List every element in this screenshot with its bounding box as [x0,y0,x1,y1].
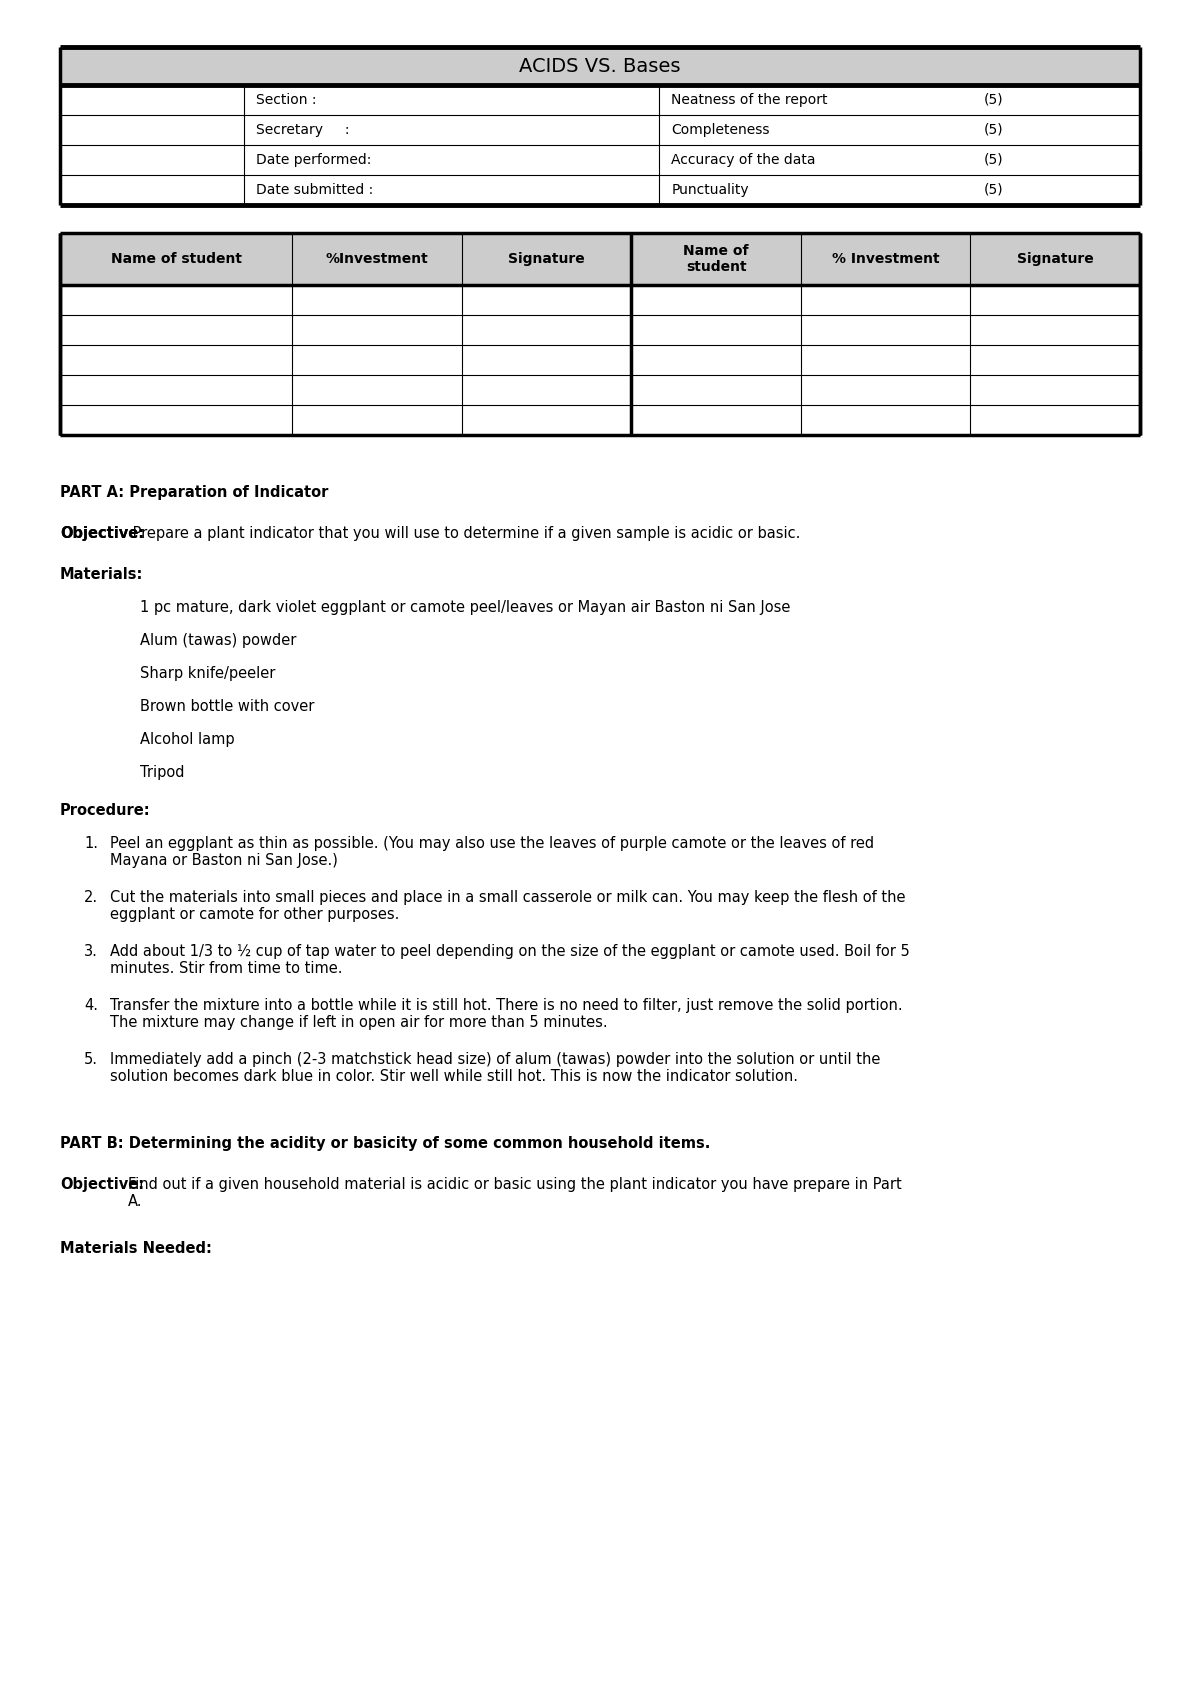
Text: Immediately add a pinch (2-3 matchstick head size) of alum (tawas) powder into t: Immediately add a pinch (2-3 matchstick … [110,1052,881,1084]
Text: (5): (5) [984,153,1003,166]
Text: 1.: 1. [84,837,98,850]
Bar [60,232,1140,285]
Text: % Investment: % Investment [832,251,940,266]
Text: 2.: 2. [84,889,98,905]
Text: Secretary     :: Secretary : [256,122,349,137]
Text: Brown bottle with cover: Brown bottle with cover [140,699,314,714]
Text: Completeness: Completeness [672,122,770,137]
Text: Section :: Section : [256,93,316,107]
Text: Peel an eggplant as thin as possible. (You may also use the leaves of purple cam: Peel an eggplant as thin as possible. (Y… [110,837,874,869]
Text: Alum (tawas) powder: Alum (tawas) powder [140,633,296,648]
Text: Date performed:: Date performed: [256,153,371,166]
Text: 4.: 4. [84,998,98,1013]
Text: Materials:: Materials: [60,567,143,582]
Text: Objective: Prepare a plant indicator that you will use to determine if a given s: Objective: Prepare a plant indicator tha… [60,526,806,541]
Text: Punctuality: Punctuality [672,183,749,197]
Text: (5): (5) [984,183,1003,197]
Text: (5): (5) [984,93,1003,107]
Text: Materials Needed:: Materials Needed: [60,1241,212,1256]
Text: Objective:: Objective: [60,526,144,541]
Text: PART A: Preparation of Indicator: PART A: Preparation of Indicator [60,485,329,501]
Text: Prepare a plant indicator that you will use to determine if a given sample is ac: Prepare a plant indicator that you will … [128,526,800,541]
Text: Cut the materials into small pieces and place in a small casserole or milk can. : Cut the materials into small pieces and … [110,889,906,923]
Bar [60,48,1140,205]
Text: 1 pc mature, dark violet eggplant or camote peel/leaves or Mayan air Baston ni S: 1 pc mature, dark violet eggplant or cam… [140,601,791,614]
Bar [60,232,1140,434]
Text: 5.: 5. [84,1052,98,1067]
Text: Tripod: Tripod [140,765,185,781]
Text: Neatness of the report: Neatness of the report [672,93,828,107]
Text: Signature: Signature [1016,251,1093,266]
Text: Transfer the mixture into a bottle while it is still hot. There is no need to fi: Transfer the mixture into a bottle while… [110,998,902,1030]
Text: 3.: 3. [84,944,98,959]
Text: Date submitted :: Date submitted : [256,183,373,197]
Text: Objective:: Objective: [60,1178,144,1191]
Text: ACIDS VS. Bases: ACIDS VS. Bases [520,56,680,75]
Text: Sharp knife/peeler: Sharp knife/peeler [140,665,275,680]
Text: Find out if a given household material is acidic or basic using the plant indica: Find out if a given household material i… [128,1178,901,1210]
Text: Objective:: Objective: [60,526,144,541]
Text: Name of
student: Name of student [684,244,749,275]
Text: PART B: Determining the acidity or basicity of some common household items.: PART B: Determining the acidity or basic… [60,1135,710,1151]
Text: %Investment: %Investment [325,251,428,266]
Text: Add about 1/3 to ½ cup of tap water to peel depending on the size of the eggplan: Add about 1/3 to ½ cup of tap water to p… [110,944,910,976]
Bar [60,48,1140,85]
Text: Name of student: Name of student [110,251,241,266]
Text: Alcohol lamp: Alcohol lamp [140,731,235,747]
Text: Signature: Signature [509,251,586,266]
Text: Procedure:: Procedure: [60,803,151,818]
Text: (5): (5) [984,122,1003,137]
Text: Accuracy of the data: Accuracy of the data [672,153,816,166]
